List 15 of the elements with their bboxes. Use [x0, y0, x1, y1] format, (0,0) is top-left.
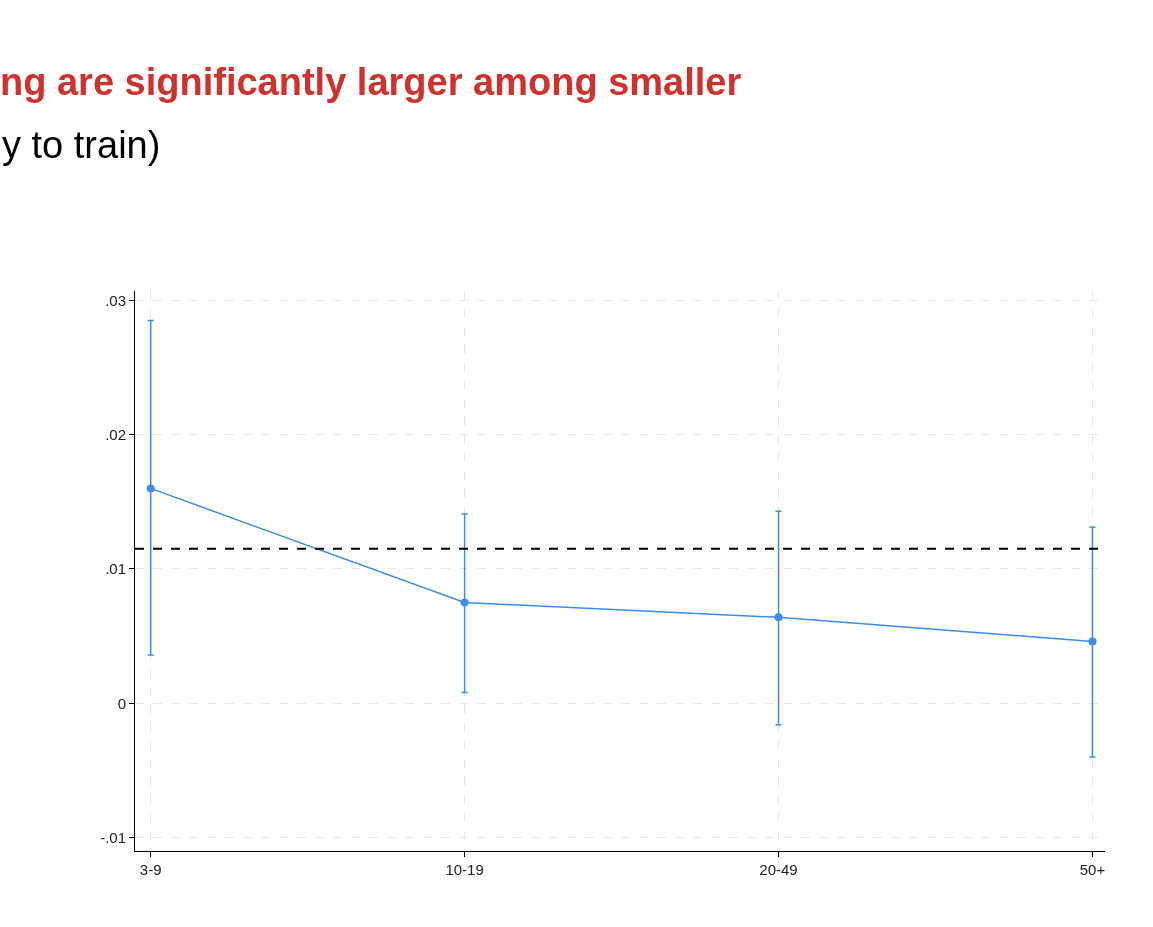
chart-title: ng are significantly larger among smaller: [0, 61, 742, 104]
y-tick-label: -.01: [100, 828, 126, 846]
x-tick-label: 10-19: [445, 861, 484, 878]
x-tick-label: 20-49: [759, 861, 798, 878]
point: [1088, 637, 1097, 646]
y-tick-label: .02: [105, 425, 126, 443]
y-tick-label: 0: [117, 694, 126, 712]
y-tick-label: .01: [105, 560, 126, 578]
x-tick-label: 3-9: [139, 861, 162, 878]
point: [146, 484, 155, 493]
chart-subtitle: y to train): [2, 124, 161, 166]
x-tick-label: 50+: [1079, 861, 1106, 878]
point: [460, 598, 469, 607]
y-tick-label: .03: [105, 291, 126, 309]
point: [774, 613, 783, 622]
